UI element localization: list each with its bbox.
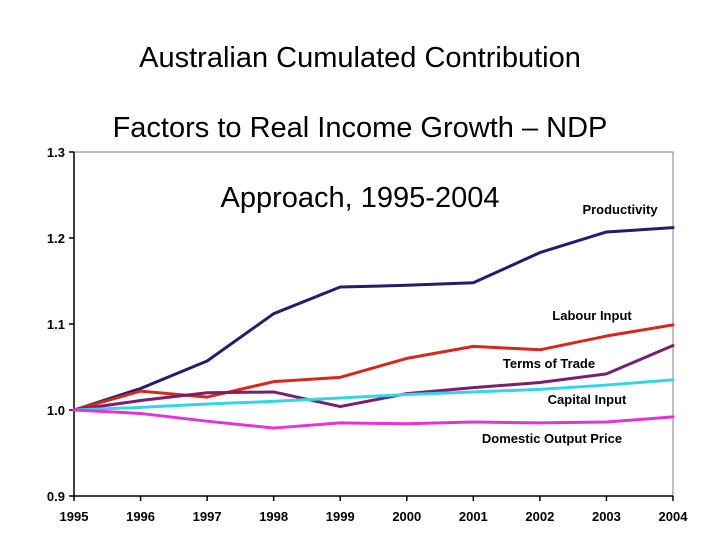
x-tick-label: 2000 [392, 509, 421, 524]
data-point [605, 420, 608, 424]
data-point [272, 400, 275, 403]
data-point [671, 323, 675, 327]
y-tick-label: 1.3 [47, 145, 65, 160]
data-point [139, 406, 142, 409]
x-tick-label: 1999 [326, 509, 355, 524]
data-point [339, 405, 342, 408]
series-label: Terms of Trade [503, 356, 595, 371]
data-point [205, 359, 209, 363]
data-point [472, 386, 475, 389]
data-point [605, 372, 608, 376]
data-point [139, 399, 142, 402]
data-point [139, 389, 142, 393]
y-tick-label: 0.9 [47, 489, 65, 504]
x-tick-label: 1997 [193, 509, 222, 524]
title-line-2: Factors to Real Income Growth – NDP [112, 112, 608, 144]
data-point [671, 226, 675, 229]
data-point [405, 422, 408, 425]
data-point [405, 284, 408, 287]
data-point [472, 390, 475, 394]
x-tick-label: 2002 [525, 509, 554, 524]
data-point [339, 396, 342, 400]
series-line [72, 378, 675, 412]
data-point [205, 395, 209, 399]
series-line [72, 344, 675, 412]
data-point [538, 348, 542, 351]
series-line [72, 323, 675, 412]
data-point [139, 387, 142, 390]
data-point [605, 383, 608, 387]
data-point [605, 230, 608, 234]
chart-title: Australian Cumulated Contribution Factor… [0, 6, 720, 216]
title-line-1: Australian Cumulated Contribution [139, 42, 581, 74]
data-point [405, 357, 408, 360]
x-tick-label: 2004 [659, 509, 689, 524]
data-point [472, 345, 475, 348]
data-point [272, 380, 275, 383]
data-point [472, 420, 475, 424]
data-point [205, 419, 209, 423]
title-line-3: Approach, 1995-2004 [220, 182, 500, 214]
x-tick-label: 2003 [592, 509, 621, 524]
x-tick-label: 1995 [60, 509, 89, 524]
data-point [272, 426, 275, 430]
data-point [339, 285, 342, 289]
data-point [272, 312, 275, 315]
series-label: Capital Input [548, 392, 627, 407]
data-point [538, 251, 542, 254]
data-point [205, 391, 209, 394]
y-tick-label: 1.2 [47, 231, 65, 246]
data-point [339, 421, 342, 425]
series-label: Labour Input [552, 308, 632, 323]
y-tick-label: 1.0 [47, 403, 65, 418]
data-point [205, 402, 209, 406]
data-point [538, 421, 542, 425]
data-point [538, 388, 542, 391]
x-tick-label: 1996 [126, 509, 155, 524]
x-tick-label: 2001 [459, 509, 488, 524]
data-point [671, 344, 675, 347]
data-point [671, 415, 675, 419]
series-label: Domestic Output Price [482, 431, 622, 446]
series-label: Productivity [582, 202, 658, 217]
data-point [671, 378, 675, 382]
series-line [72, 226, 675, 412]
data-point [605, 334, 608, 338]
x-tick-label: 1998 [259, 509, 288, 524]
data-point [72, 408, 76, 412]
data-point [272, 390, 275, 394]
data-point [538, 381, 542, 384]
data-point [139, 412, 142, 415]
series-line [72, 408, 675, 430]
data-point [405, 393, 408, 396]
y-tick-label: 1.1 [47, 317, 65, 332]
data-point [472, 281, 475, 284]
data-point [339, 376, 342, 379]
